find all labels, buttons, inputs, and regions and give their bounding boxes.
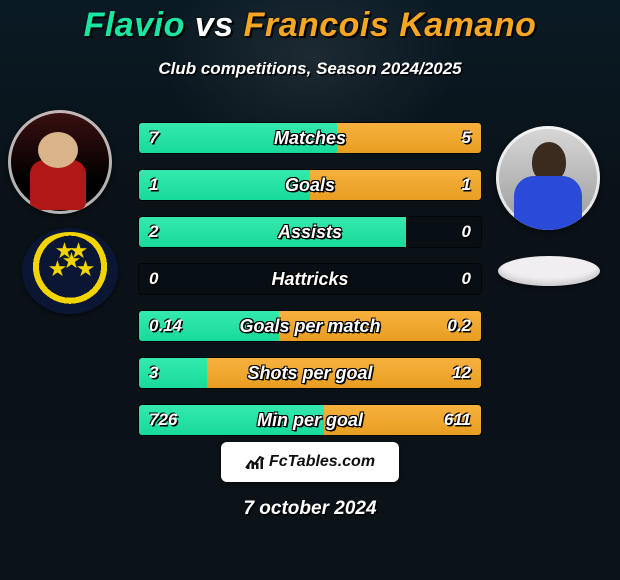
brand-chart-icon: [245, 454, 265, 470]
stat-label: Goals: [139, 170, 481, 200]
subtitle: Club competitions, Season 2024/2025: [0, 59, 620, 79]
stat-row: Goals1 1: [138, 169, 482, 201]
stat-row: Goals per match0.14 0.2: [138, 310, 482, 342]
player1-avatar: [8, 110, 112, 214]
player1-value: 2: [149, 217, 158, 247]
stat-label: Min per goal: [139, 405, 481, 435]
stat-label: Assists: [139, 217, 481, 247]
player2-avatar: [496, 126, 600, 230]
stat-label: Shots per goal: [139, 358, 481, 388]
stat-label: Goals per match: [139, 311, 481, 341]
player1-value: 0: [149, 264, 158, 294]
player2-name: Francois Kamano: [244, 6, 537, 44]
stat-row: Matches7 5: [138, 122, 482, 154]
player1-club-badge: [22, 228, 118, 314]
stats-bars: Matches75Goals11Assists20Hattricks00Goal…: [138, 122, 482, 451]
player1-value: 7: [149, 123, 158, 153]
player2-value: 1: [462, 170, 471, 200]
stat-row: Shots per goal3 12: [138, 357, 482, 389]
player2-value: 0: [462, 217, 471, 247]
player1-name: Flavio: [84, 6, 185, 44]
player1-value: 0.14: [149, 311, 182, 341]
stat-row: Hattricks0 0: [138, 263, 482, 295]
player2-club-badge: [498, 256, 600, 286]
player2-value: 5: [462, 123, 471, 153]
brand-pill: FcTables.com: [221, 442, 399, 482]
player2-value: 611: [444, 405, 471, 435]
player2-value: 12: [452, 358, 471, 388]
player1-value: 1: [149, 170, 158, 200]
comparison-title: Flavio vs Francois Kamano: [0, 0, 620, 45]
stat-label: Hattricks: [139, 264, 481, 294]
brand-text: FcTables.com: [269, 453, 375, 471]
stat-row: Assists2 0: [138, 216, 482, 248]
date-label: 7 october 2024: [0, 498, 620, 520]
stat-label: Matches: [139, 123, 481, 153]
stat-row: Min per goal726 611: [138, 404, 482, 436]
player1-value: 3: [149, 358, 158, 388]
player2-value: 0.2: [447, 311, 471, 341]
player2-value: 0: [462, 264, 471, 294]
vs-label: vs: [195, 6, 234, 44]
player1-value: 726: [149, 405, 177, 435]
